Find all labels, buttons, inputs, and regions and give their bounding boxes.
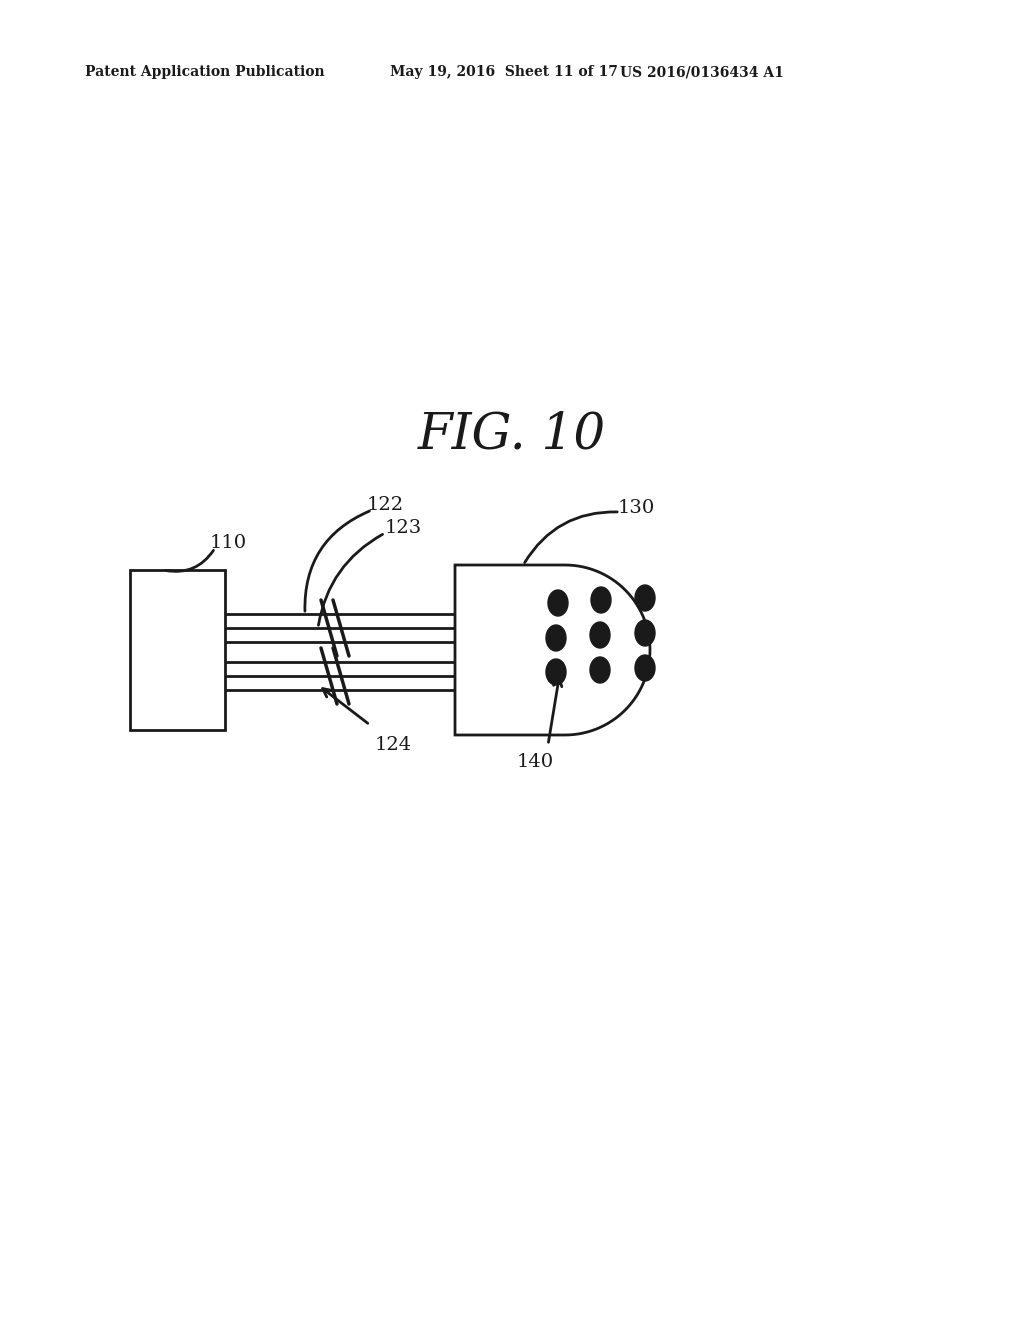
Text: 124: 124 [375, 737, 412, 754]
Bar [130, 570, 225, 730]
Ellipse shape [635, 655, 655, 681]
Text: FIG. 10: FIG. 10 [418, 411, 606, 459]
Ellipse shape [635, 585, 655, 611]
Ellipse shape [591, 587, 611, 612]
Text: 123: 123 [384, 519, 422, 537]
Ellipse shape [590, 657, 610, 682]
Ellipse shape [546, 624, 566, 651]
Ellipse shape [548, 590, 568, 616]
Text: 110: 110 [210, 535, 247, 552]
Text: US 2016/0136434 A1: US 2016/0136434 A1 [620, 65, 784, 79]
Ellipse shape [635, 620, 655, 645]
Text: May 19, 2016  Sheet 11 of 17: May 19, 2016 Sheet 11 of 17 [390, 65, 617, 79]
PathPatch shape [455, 565, 650, 735]
Text: 130: 130 [617, 499, 654, 517]
Text: Patent Application Publication: Patent Application Publication [85, 65, 325, 79]
Text: 140: 140 [516, 752, 554, 771]
Ellipse shape [590, 622, 610, 648]
Text: 122: 122 [367, 496, 403, 513]
Ellipse shape [546, 659, 566, 685]
